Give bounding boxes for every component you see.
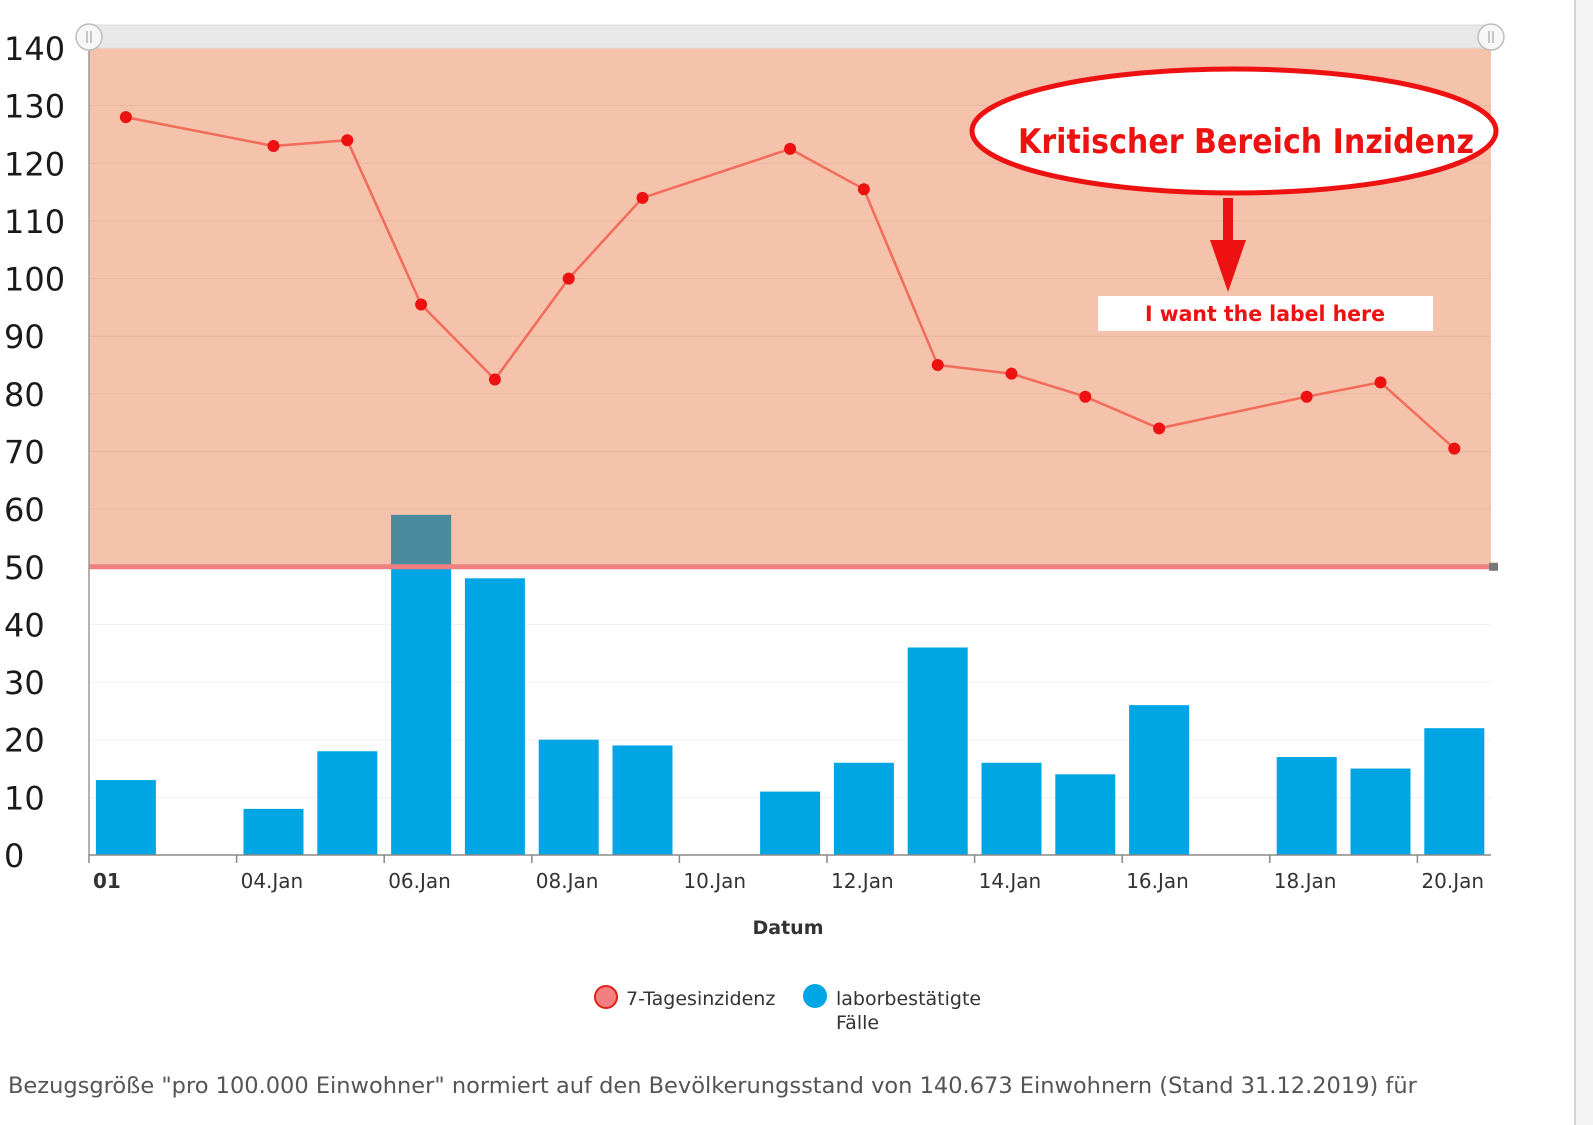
y-tick-label: 30: [4, 664, 45, 702]
x-tick-label: 10.Jan: [683, 869, 746, 893]
bar-cases: [317, 751, 378, 855]
x-tick-label: 18.Jan: [1274, 869, 1337, 893]
legend-symbol-cases: [803, 984, 827, 1008]
bar-cases: [907, 647, 968, 855]
scrollbar-handle-right: [1477, 23, 1505, 51]
bar-cases: [538, 739, 599, 855]
bar-cases: [95, 780, 156, 855]
bar-cases: [1055, 774, 1116, 855]
bar-series-cases: [95, 514, 1485, 855]
legend-label-cases: laborbestätigte: [836, 988, 981, 1010]
x-axis-title: Datum: [753, 917, 824, 939]
x-tick-label: 20.Jan: [1421, 869, 1484, 893]
annotation-ellipse: [969, 66, 1499, 196]
bar-cases-overlap: [391, 514, 452, 567]
incidence-point: [857, 183, 870, 196]
threshold-layer: [89, 562, 1498, 571]
bar-cases: [760, 791, 821, 855]
y-tick-label: 10: [4, 779, 45, 817]
incidence-point: [1300, 390, 1313, 403]
incidence-point: [636, 191, 649, 204]
y-tick-label: 100: [4, 261, 65, 299]
page-scrollbar-edge: [1574, 0, 1576, 1125]
incidence-point: [119, 111, 132, 124]
incidence-point: [488, 373, 501, 386]
navigator-scrollbar[interactable]: [75, 23, 1505, 51]
scrollbar-track: [88, 24, 1492, 49]
y-tick-label: 110: [4, 203, 65, 241]
y-tick-label: 80: [4, 376, 45, 414]
x-tick-label: 14.Jan: [979, 869, 1042, 893]
legend-label-incidence: 7-Tagesinzidenz: [626, 988, 775, 1010]
annotation-arrow-shaft: [1223, 198, 1233, 242]
scrollbar-handle-left: [75, 23, 103, 51]
x-tick-label: 01: [93, 869, 121, 893]
x-tick-label: 04.Jan: [241, 869, 304, 893]
bar-cases: [1350, 768, 1411, 855]
x-tick-label: 16.Jan: [1126, 869, 1189, 893]
annotation-critical-label: Kritischer Bereich Inzidenz: [1018, 122, 1474, 162]
incidence-point: [267, 139, 280, 152]
line-series-incidence: [119, 111, 1461, 455]
y-tick-label: 60: [4, 491, 45, 529]
annotation-target-box: [1098, 296, 1433, 331]
bar-cases: [833, 762, 894, 855]
incidence-point: [1005, 367, 1018, 380]
page-scrollbar[interactable]: [1576, 0, 1593, 1125]
incidence-point: [1374, 376, 1387, 389]
x-tick-label: 12.Jan: [831, 869, 894, 893]
y-tick-label: 120: [4, 145, 65, 183]
y-tick-label: 130: [4, 88, 65, 126]
axes: 0 10 20 30 40 50 60 70 80 90 100 110 120 130 140 01 04.J…: [4, 30, 1491, 893]
incidence-line: [125, 115, 1456, 450]
incidence-point: [784, 142, 797, 155]
footnote-text: Bezugsgröße "pro 100.000 Einwohner" norm…: [8, 1073, 1417, 1099]
bar-cases: [981, 762, 1042, 855]
incidence-point: [1153, 422, 1166, 435]
y-tick-label: 140: [4, 30, 65, 68]
legend-label-cases: Fälle: [836, 1012, 879, 1034]
bar-cases: [1129, 705, 1190, 855]
bar-cases: [464, 578, 525, 855]
incidence-point: [562, 272, 575, 285]
bar-cases: [1276, 757, 1337, 855]
y-tick-label: 90: [4, 318, 45, 356]
annotation-target-label: I want the label here: [1145, 302, 1385, 326]
incidence-point: [415, 298, 428, 311]
bar-cases: [391, 514, 452, 855]
legend-symbol-incidence: [594, 985, 618, 1009]
bar-cases: [243, 808, 304, 855]
bar-cases: [1424, 728, 1485, 855]
annotation-arrow-head: [1210, 240, 1246, 292]
x-tick-label: 06.Jan: [388, 869, 451, 893]
y-tick-label: 20: [4, 722, 45, 760]
y-tick-label: 0: [4, 837, 24, 875]
y-tick-label: 40: [4, 606, 45, 644]
annotations: Kritischer Bereich Inzidenz I want the la…: [969, 66, 1499, 331]
threshold-line-handle: [1489, 562, 1498, 571]
x-tick-label: 08.Jan: [536, 869, 599, 893]
incidence-point: [1079, 390, 1092, 403]
incidence-point: [1448, 442, 1461, 455]
bar-cases: [612, 745, 673, 855]
y-tick-label: 50: [4, 549, 45, 587]
incidence-point: [341, 134, 354, 147]
y-tick-label: 70: [4, 434, 45, 472]
incidence-point: [931, 359, 944, 372]
